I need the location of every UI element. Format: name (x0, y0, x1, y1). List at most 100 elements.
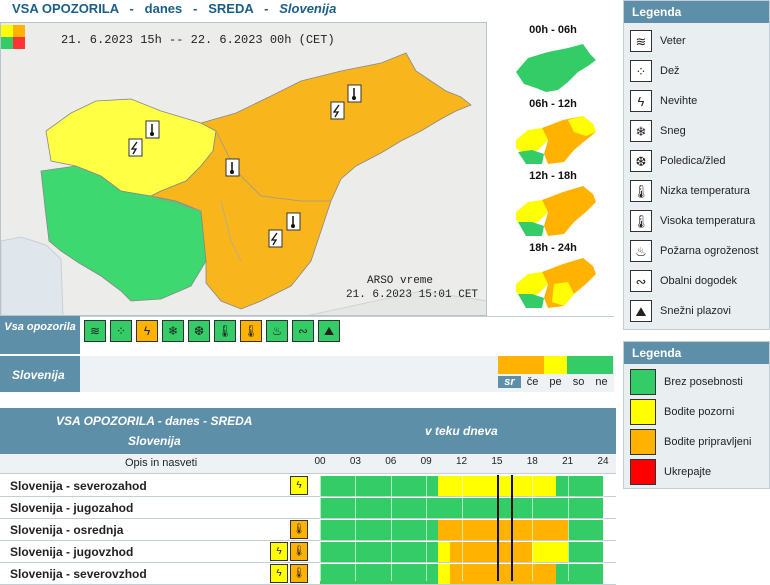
legend-label: Požarna ogroženost (660, 245, 759, 257)
timeline-segment (567, 542, 603, 562)
day-level-so[interactable] (567, 356, 590, 374)
map-source: ARSO vreme (367, 275, 434, 287)
day-tab-so[interactable]: so (572, 376, 585, 388)
table-title: VSA OPOZORILA - danes - SREDA (56, 414, 253, 428)
current-time-line (496, 475, 499, 581)
table-row[interactable]: Slovenija - severovzhod ϟ 🌡 (0, 563, 616, 585)
legend-item: ∾ Obalni dogodek (630, 269, 737, 293)
thunderstorm-icon[interactable]: ϟ (136, 320, 158, 342)
level-swatch (630, 459, 656, 485)
level-swatch (630, 429, 656, 455)
legend-label: Poledica/žled (660, 155, 726, 167)
thumb-label: 06h - 12h (529, 98, 577, 110)
legend-label: Nevihte (660, 95, 698, 107)
thumb-label: 18h - 24h (529, 242, 577, 254)
hour-tick: 24 (597, 456, 609, 467)
timeline-segment (320, 542, 438, 562)
rain-icon[interactable]: ⁘ (110, 320, 132, 342)
thumb-map-18-24[interactable] (508, 254, 598, 310)
map-thunderstorm-icon (128, 138, 143, 157)
day-tab-ce[interactable]: če (526, 376, 539, 388)
low-temperature-icon[interactable]: 🌡 (214, 320, 236, 342)
ice-icon: ❆ (630, 150, 652, 172)
legend-label: Sneg (660, 125, 686, 137)
legend-warning-types: Legenda ≋ Veter ⁘ Dež ϟ Nevihte ❄ Sneg ❆ Pole… (623, 0, 770, 330)
thunderstorm-icon[interactable]: ϟ (270, 542, 288, 561)
legend-label: Ukrepajte (664, 466, 712, 478)
ice-icon[interactable]: ❆ (188, 320, 210, 342)
legend-item: ϟ Nevihte (630, 89, 697, 113)
grid-line (603, 475, 604, 581)
legend-label: Veter (660, 35, 686, 47)
snow-icon[interactable]: ❄ (162, 320, 184, 342)
thumb-map-12-18[interactable] (508, 182, 598, 238)
wind-icon[interactable]: ≋ (84, 320, 106, 342)
avalanche-icon: ⛰ (630, 300, 652, 322)
column-header: Opis in nasveti (125, 457, 198, 469)
hour-tick: 18 (526, 456, 538, 467)
snow-icon: ❄ (630, 120, 652, 142)
high-temperature-icon[interactable]: 🌡 (290, 564, 308, 583)
map-issued-time: 21. 6.2023 15:01 CET (346, 289, 479, 301)
period-thumbnails: 00h - 06h 06h - 12h 12h - 18h 18h - 24h (488, 22, 618, 316)
thunderstorm-icon[interactable]: ϟ (270, 564, 288, 583)
timeline-segment (555, 476, 603, 496)
hour-tick: 03 (349, 456, 361, 467)
day-tab-pe[interactable]: pe (549, 376, 562, 388)
legend-label: Nizka temperatura (660, 185, 750, 197)
thumb-map-00-06[interactable] (508, 38, 598, 94)
legend-label: Bodite pripravljeni (664, 436, 752, 448)
day-level-sr[interactable] (498, 356, 521, 374)
day-level-pe[interactable] (544, 356, 567, 374)
warning-map[interactable]: 21. 6.2023 15h -- 22. 6.2023 00h (CET) A… (0, 22, 487, 316)
high-temperature-icon[interactable]: 🌡 (290, 542, 308, 561)
table-row[interactable]: Slovenija - severozahod ϟ (0, 475, 616, 497)
high-temperature-icon[interactable]: 🌡 (290, 520, 308, 539)
legend-title: Legenda (624, 1, 769, 23)
title-region: Slovenija (279, 1, 337, 16)
legend-label: Bodite pozorni (664, 406, 735, 418)
fire-danger-icon: ♨ (630, 240, 652, 262)
level-swatch (630, 399, 656, 425)
legend-item: ❆ Poledica/žled (630, 149, 725, 173)
validity-period: 21. 6.2023 15h -- 22. 6.2023 00h (CET) (61, 33, 335, 47)
table-row[interactable]: Slovenija - osrednja 🌡 (0, 519, 616, 541)
legend-item: Bodite pozorni (630, 399, 735, 425)
timeline-segment (449, 564, 556, 584)
region-name: Slovenija - severozahod (10, 479, 147, 493)
slovenia-map (1, 23, 486, 315)
grid-line (390, 475, 392, 581)
low-temperature-icon: 🌡 (630, 180, 652, 202)
day-level-ne[interactable] (590, 356, 613, 374)
table-subheader: Opis in nasveti (0, 454, 616, 474)
timeline-segment (532, 542, 568, 562)
level-swatch (630, 369, 656, 395)
grid-line (532, 475, 534, 581)
coastal-event-icon[interactable]: ∾ (292, 320, 314, 342)
day-tab-sr[interactable]: sr (498, 376, 521, 388)
table-row[interactable]: Slovenija - jugozahod (0, 497, 616, 519)
fire-danger-icon[interactable]: ♨ (266, 320, 288, 342)
current-time-line (511, 475, 514, 581)
thumb-label: 00h - 06h (529, 24, 577, 36)
high-temperature-icon[interactable]: 🌡 (240, 320, 262, 342)
legend-item: ≋ Veter (630, 29, 686, 53)
timeline-title: v teku dneva (425, 424, 498, 438)
avalanche-icon[interactable]: ⛰ (318, 320, 340, 342)
day-tab-ne[interactable]: ne (595, 376, 608, 388)
table-subtitle: Slovenija (128, 434, 181, 448)
day-level-ce[interactable] (521, 356, 544, 374)
hour-tick: 12 (455, 456, 468, 467)
timeline-segment (567, 520, 603, 540)
timeline-segment (320, 520, 438, 540)
hour-tick: 06 (385, 456, 397, 467)
thunderstorm-icon[interactable]: ϟ (290, 476, 308, 495)
timeline-segment (437, 520, 568, 540)
table-row[interactable]: Slovenija - jugovzhod ϟ 🌡 (0, 541, 616, 563)
hour-tick: 21 (562, 456, 574, 467)
legend-item: ⛰ Snežni plazovi (630, 299, 731, 323)
region-name: Slovenija - severovzhod (10, 567, 147, 581)
thumb-map-06-12[interactable] (508, 110, 598, 166)
warning-types-label: Vsa opozorila (0, 316, 80, 354)
timeline-segment (320, 476, 438, 496)
